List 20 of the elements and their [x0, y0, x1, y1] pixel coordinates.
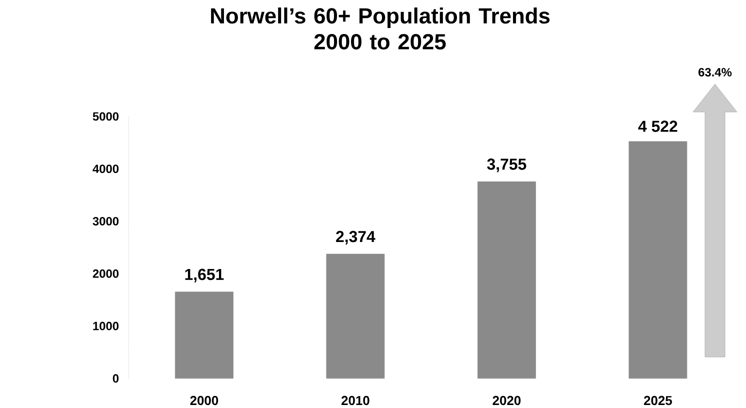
- y-tick-label: 1000: [93, 322, 119, 330]
- y-tick-label: 0: [112, 374, 119, 382]
- bar: [628, 141, 688, 378]
- bar: [174, 291, 234, 378]
- data-label: 4 522: [638, 120, 678, 132]
- y-tick-label: 4000: [92, 164, 119, 173]
- data-label: 3,755: [487, 158, 526, 172]
- data-label: 2,374: [336, 230, 376, 244]
- x-tick-label: 2025: [644, 396, 672, 405]
- text: 63.4%: [698, 68, 732, 76]
- y-tick-label: 3000: [92, 216, 119, 226]
- x-tick-label: 2000: [190, 396, 218, 405]
- data-label: 1,651: [185, 268, 224, 282]
- y-tick-label: 5000: [92, 112, 119, 120]
- bar: [326, 254, 385, 378]
- chart-title: Norwell’s 60+ Population Trends 2000 to 2025: [211, 7, 550, 50]
- bar: [477, 181, 536, 378]
- x-tick-label: 2020: [492, 396, 521, 405]
- y-tick-label: 2000: [92, 269, 119, 278]
- x-tick-label: 2010: [341, 396, 370, 405]
